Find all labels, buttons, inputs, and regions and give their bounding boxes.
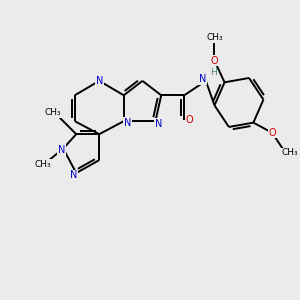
Text: O: O (186, 115, 193, 125)
Text: N: N (70, 170, 78, 180)
Text: O: O (211, 56, 218, 66)
Text: O: O (268, 128, 276, 138)
Text: N: N (58, 145, 65, 155)
Text: CH₃: CH₃ (35, 160, 51, 169)
Text: N: N (199, 74, 206, 84)
Text: H: H (210, 68, 216, 77)
Text: N: N (154, 118, 162, 128)
Text: CH₃: CH₃ (281, 148, 298, 158)
Text: N: N (124, 118, 131, 128)
Text: N: N (96, 76, 103, 86)
Text: CH₃: CH₃ (45, 108, 62, 117)
Text: CH₃: CH₃ (206, 33, 223, 42)
